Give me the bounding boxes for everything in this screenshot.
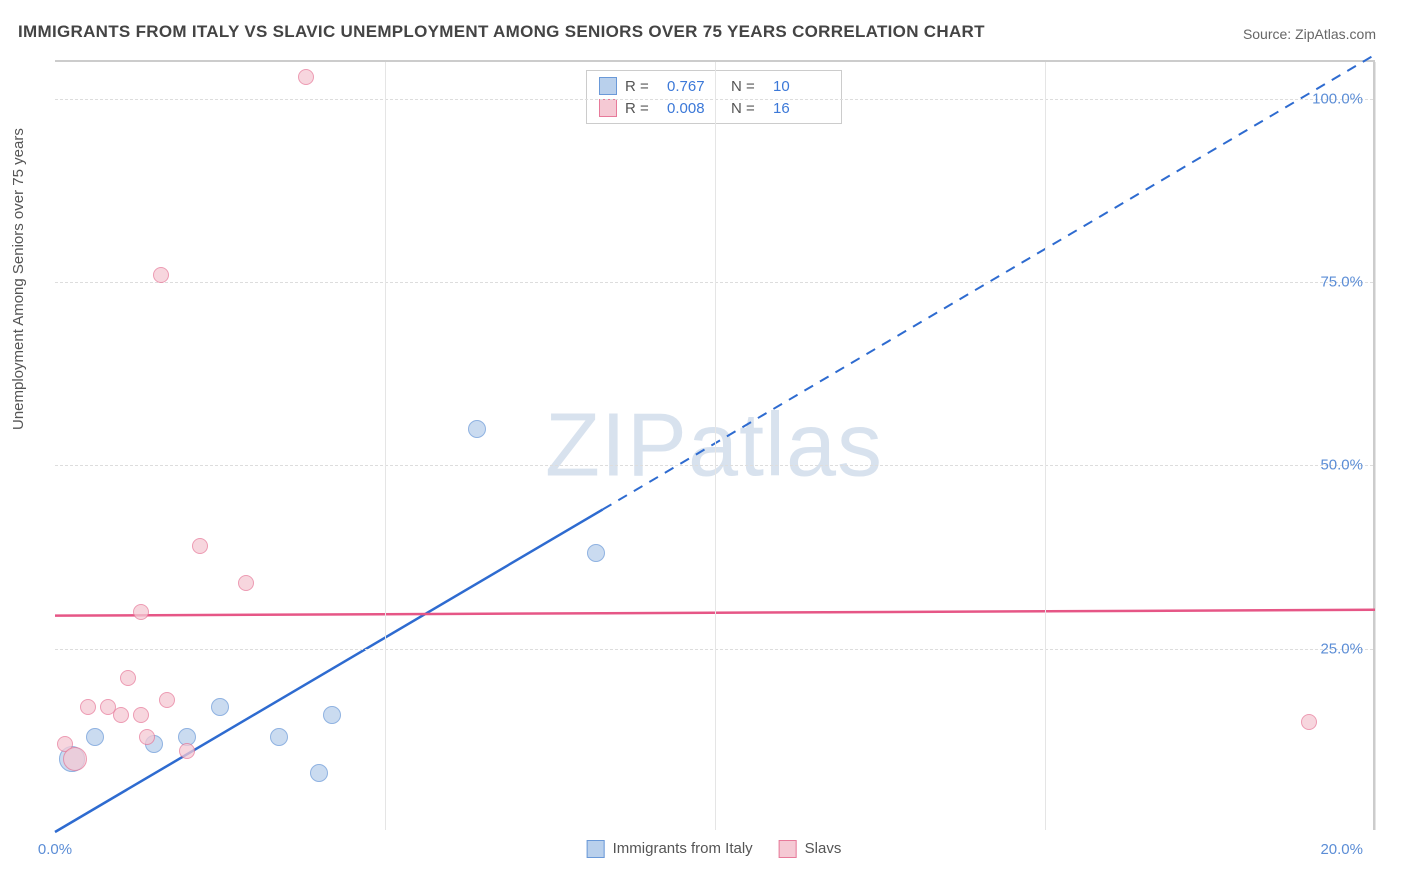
scatter-point <box>179 743 195 759</box>
scatter-point <box>192 538 208 554</box>
gridline-horizontal <box>55 282 1373 283</box>
y-tick-label: 50.0% <box>1320 457 1363 474</box>
trend-lines-svg <box>55 62 1373 830</box>
gridline-vertical <box>1375 62 1376 830</box>
legend-swatch-icon <box>599 77 617 95</box>
chart-plot-area: ZIPatlas R =0.767N =10R =0.008N =16 Immi… <box>55 60 1375 830</box>
legend-swatch-icon <box>779 840 797 858</box>
legend-r-label: R = <box>625 100 659 117</box>
series-legend: Immigrants from Italy Slavs <box>587 840 842 858</box>
gridline-horizontal <box>55 99 1373 100</box>
scatter-point <box>270 728 288 746</box>
legend-series-name: Immigrants from Italy <box>613 840 753 857</box>
scatter-point <box>133 707 149 723</box>
scatter-point <box>86 728 104 746</box>
legend-swatch-icon <box>599 99 617 117</box>
scatter-point <box>298 69 314 85</box>
legend-n-label: N = <box>731 78 765 95</box>
scatter-point <box>139 729 155 745</box>
legend-n-value: 10 <box>773 78 829 95</box>
y-tick-label: 75.0% <box>1320 274 1363 291</box>
correlation-legend: R =0.767N =10R =0.008N =16 <box>586 70 842 124</box>
gridline-vertical <box>1045 62 1046 830</box>
scatter-point <box>1301 714 1317 730</box>
y-tick-label: 100.0% <box>1312 90 1363 107</box>
chart-title: IMMIGRANTS FROM ITALY VS SLAVIC UNEMPLOY… <box>18 22 985 42</box>
legend-r-label: R = <box>625 78 659 95</box>
legend-item: Immigrants from Italy <box>587 840 753 858</box>
x-tick-label: 0.0% <box>38 841 72 858</box>
gridline-vertical <box>385 62 386 830</box>
y-axis-label: Unemployment Among Seniors over 75 years <box>10 128 27 430</box>
scatter-point <box>80 699 96 715</box>
legend-row: R =0.767N =10 <box>599 75 829 97</box>
x-tick-label: 20.0% <box>1320 841 1363 858</box>
scatter-point <box>238 575 254 591</box>
gridline-horizontal <box>55 465 1373 466</box>
legend-n-value: 16 <box>773 100 829 117</box>
scatter-point <box>63 747 87 771</box>
scatter-point <box>159 692 175 708</box>
legend-row: R =0.008N =16 <box>599 97 829 119</box>
y-tick-label: 25.0% <box>1320 640 1363 657</box>
legend-swatch-icon <box>587 840 605 858</box>
legend-n-label: N = <box>731 100 765 117</box>
scatter-point <box>211 698 229 716</box>
scatter-point <box>133 604 149 620</box>
gridline-vertical <box>715 62 716 830</box>
legend-series-name: Slavs <box>805 840 842 857</box>
trendline-solid <box>55 509 603 832</box>
scatter-point <box>323 706 341 724</box>
scatter-point <box>468 420 486 438</box>
legend-item: Slavs <box>779 840 842 858</box>
scatter-point <box>120 670 136 686</box>
gridline-horizontal <box>55 649 1373 650</box>
scatter-point <box>310 764 328 782</box>
scatter-point <box>153 267 169 283</box>
source-attribution: Source: ZipAtlas.com <box>1243 26 1376 42</box>
scatter-point <box>587 544 605 562</box>
source-name: ZipAtlas.com <box>1295 26 1376 42</box>
scatter-point <box>113 707 129 723</box>
source-label: Source: <box>1243 26 1291 42</box>
